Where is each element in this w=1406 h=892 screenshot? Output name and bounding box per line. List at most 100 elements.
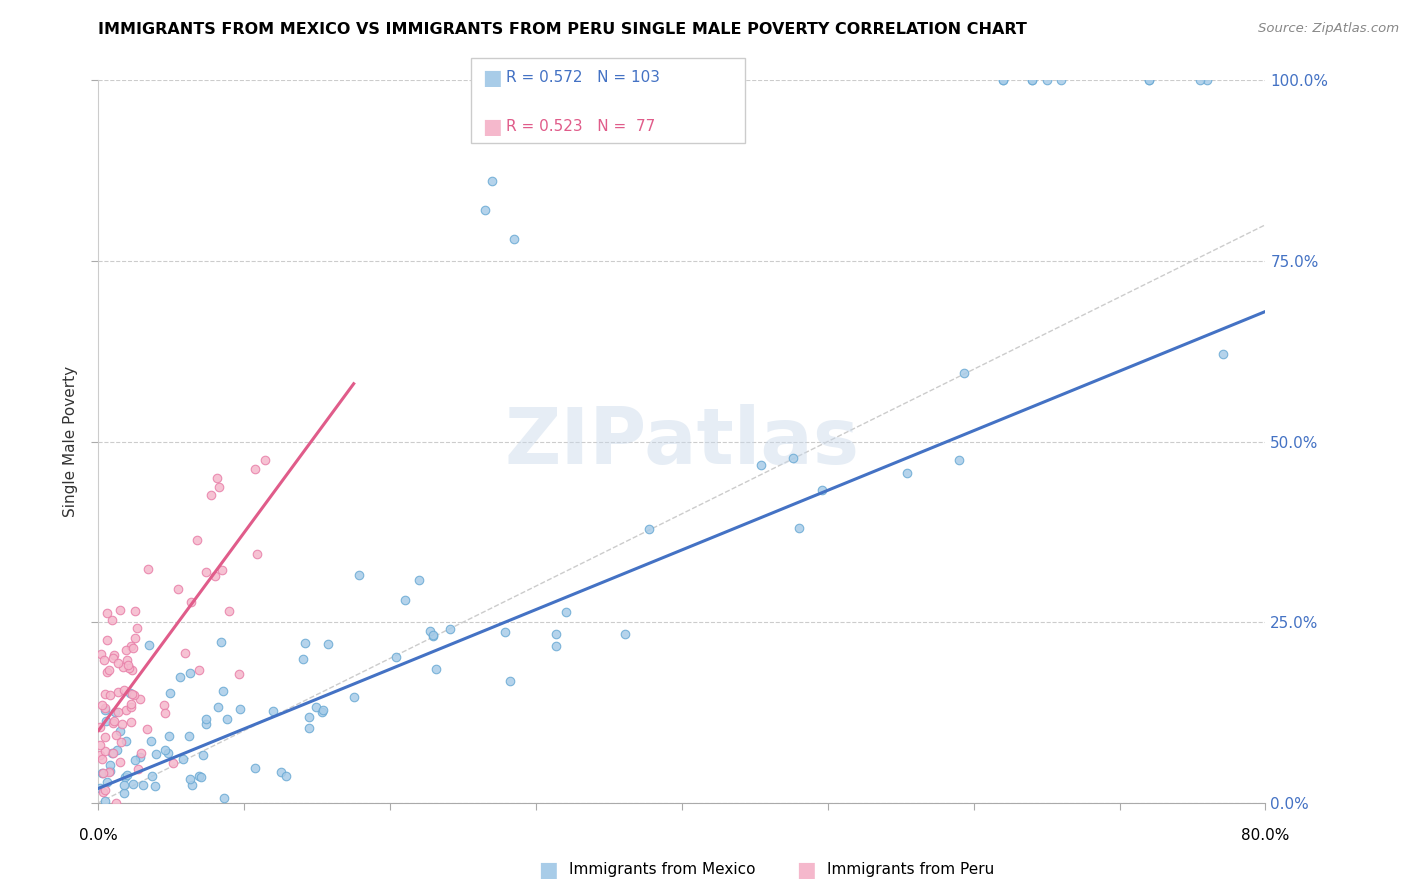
- Point: [262, 705, 284, 719]
- Point: [124, 631, 146, 645]
- Point: [160, 803, 183, 817]
- Point: [94, 782, 117, 797]
- Point: [121, 663, 143, 677]
- Text: R = 0.572   N = 103: R = 0.572 N = 103: [506, 70, 661, 85]
- Point: [98, 688, 121, 702]
- Point: [162, 756, 184, 770]
- Text: ■: ■: [482, 117, 502, 136]
- Point: [112, 778, 135, 792]
- Point: [991, 73, 1014, 87]
- Point: [253, 452, 276, 467]
- Point: [122, 803, 145, 817]
- Point: [194, 565, 217, 579]
- Point: [425, 662, 447, 676]
- Point: [274, 769, 297, 783]
- Text: ■: ■: [482, 68, 502, 87]
- Point: [1035, 73, 1057, 87]
- Point: [157, 729, 180, 743]
- Point: [120, 699, 142, 714]
- Point: [117, 658, 139, 673]
- Point: [139, 803, 162, 817]
- Point: [138, 638, 160, 652]
- Point: [115, 768, 138, 782]
- Point: [120, 714, 142, 729]
- Point: [1195, 73, 1218, 87]
- Point: [120, 639, 142, 653]
- Point: [122, 688, 145, 702]
- Point: [811, 483, 834, 497]
- Point: [118, 685, 141, 699]
- Point: [132, 778, 155, 792]
- Point: [207, 699, 229, 714]
- Point: [105, 728, 128, 742]
- Point: [110, 735, 132, 749]
- Point: [101, 716, 124, 731]
- Point: [311, 705, 333, 719]
- Point: [948, 453, 970, 467]
- Point: [91, 698, 114, 713]
- Point: [188, 769, 211, 783]
- Point: [141, 768, 163, 782]
- Point: [125, 621, 148, 635]
- Point: [503, 803, 526, 817]
- Point: [294, 635, 316, 649]
- Point: [94, 730, 117, 744]
- Point: [1050, 73, 1073, 87]
- Point: [114, 770, 136, 784]
- Text: ■: ■: [538, 860, 558, 880]
- Point: [422, 628, 444, 642]
- Point: [165, 803, 187, 817]
- Point: [145, 779, 167, 793]
- Point: [112, 659, 135, 673]
- Point: [787, 521, 810, 535]
- Point: [212, 684, 235, 698]
- Point: [419, 624, 441, 638]
- Point: [107, 656, 129, 670]
- Point: [94, 703, 117, 717]
- Point: [200, 488, 222, 502]
- Point: [385, 650, 408, 665]
- Point: [215, 803, 238, 817]
- Point: [121, 777, 143, 791]
- Point: [298, 721, 321, 735]
- Point: [124, 604, 146, 618]
- Point: [96, 632, 118, 647]
- Point: [546, 640, 568, 654]
- Point: [186, 533, 208, 547]
- Point: [167, 582, 190, 596]
- Point: [270, 765, 292, 780]
- Point: [408, 574, 430, 588]
- Text: ■: ■: [796, 860, 815, 880]
- Point: [89, 738, 111, 752]
- Point: [94, 744, 117, 758]
- Text: R = 0.523   N =  77: R = 0.523 N = 77: [506, 120, 655, 134]
- Point: [139, 733, 162, 747]
- Point: [503, 232, 526, 246]
- Point: [117, 653, 139, 667]
- Point: [103, 651, 125, 665]
- Point: [115, 703, 138, 717]
- Point: [91, 785, 114, 799]
- Point: [136, 722, 159, 736]
- Point: [218, 604, 240, 618]
- Point: [195, 717, 218, 731]
- Point: [103, 705, 125, 719]
- Point: [91, 752, 114, 766]
- Point: [1137, 73, 1160, 87]
- Point: [90, 766, 112, 780]
- Point: [104, 803, 127, 817]
- Point: [96, 606, 118, 620]
- Point: [91, 766, 114, 780]
- Text: 80.0%: 80.0%: [1241, 828, 1289, 843]
- Text: ZIPatlas: ZIPatlas: [505, 403, 859, 480]
- Point: [343, 690, 366, 704]
- Text: Immigrants from Mexico: Immigrants from Mexico: [569, 863, 756, 877]
- Point: [316, 637, 339, 651]
- Point: [107, 685, 129, 699]
- Point: [89, 803, 111, 817]
- Point: [118, 661, 141, 675]
- Point: [98, 663, 121, 677]
- Point: [145, 747, 167, 762]
- Point: [190, 770, 212, 784]
- Point: [115, 642, 138, 657]
